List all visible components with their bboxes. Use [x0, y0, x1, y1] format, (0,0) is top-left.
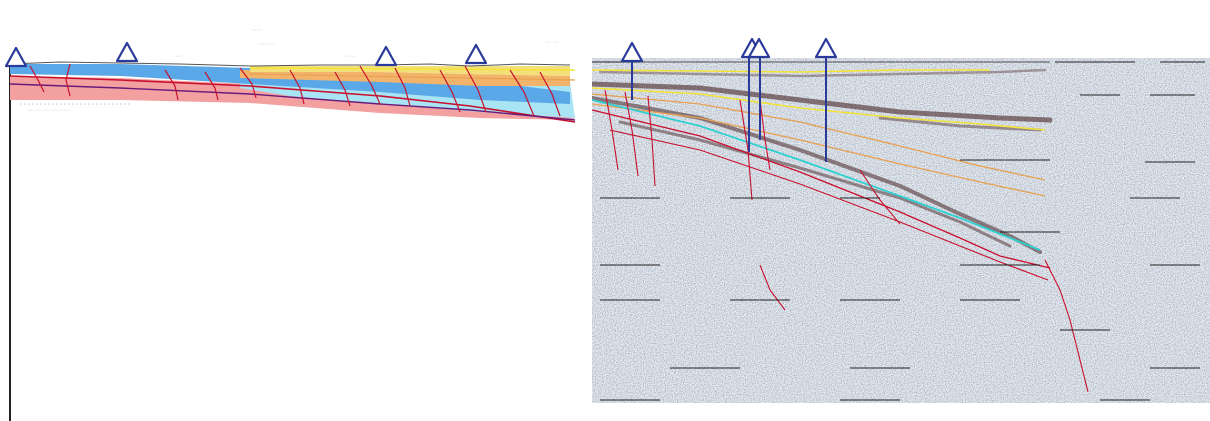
faults-left	[29, 63, 561, 117]
well-triangle-icon	[374, 45, 398, 67]
layer-orange	[240, 70, 570, 86]
well-triangle-icon	[814, 37, 838, 162]
section-note-6: ··················	[28, 107, 70, 114]
well-triangle-icon	[115, 41, 139, 63]
seismic-panel	[592, 58, 1210, 403]
horizon-cyan	[592, 99, 1041, 251]
well-triangle-icon	[620, 41, 644, 100]
layer-blue	[10, 64, 570, 104]
section-note-1: ····	[252, 27, 261, 34]
reflector-bands	[592, 68, 1053, 254]
horizon-yellow-mid	[592, 87, 1046, 131]
faults-right	[604, 89, 1089, 393]
horizon-red	[9, 75, 576, 123]
horizon-yellow-left	[249, 67, 576, 71]
section-note-5: ·····	[345, 53, 357, 60]
horizon-orange-1	[592, 93, 1046, 181]
well-markers	[4, 37, 838, 162]
seismic-grid-lines	[592, 61, 1205, 401]
well-triangle-icon	[464, 43, 488, 65]
horizon-orange-left	[249, 73, 576, 81]
seafloor-line	[9, 61, 571, 67]
horizon-red-lower	[592, 109, 1051, 269]
layer-pink	[10, 76, 575, 120]
section-note-2: ·······	[258, 41, 274, 48]
horizon-yellow-top	[592, 69, 990, 73]
horizon-purple	[9, 83, 576, 121]
well-triangle-icon	[747, 37, 771, 140]
well-triangle-icon	[4, 46, 28, 68]
section-note-4: ······	[545, 39, 559, 46]
section-note-3: ···	[175, 53, 182, 60]
interpreted-section	[9, 61, 576, 123]
horizon-orange-2	[592, 103, 1046, 197]
